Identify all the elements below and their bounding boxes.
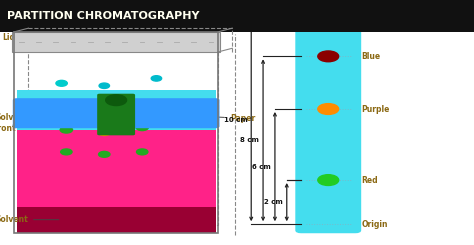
Bar <box>14 32 218 233</box>
Text: Solvent
front: Solvent front <box>361 8 392 21</box>
Bar <box>17 207 216 233</box>
FancyBboxPatch shape <box>13 98 219 128</box>
Circle shape <box>99 151 110 157</box>
Text: Origin: Origin <box>361 220 388 229</box>
Bar <box>17 90 216 130</box>
Circle shape <box>318 175 338 185</box>
Circle shape <box>137 149 148 155</box>
Circle shape <box>98 129 110 135</box>
Text: Solvent
front: Solvent front <box>0 113 28 133</box>
Circle shape <box>93 107 106 113</box>
Text: Paper: Paper <box>160 114 255 123</box>
Text: 10 cm: 10 cm <box>224 117 247 123</box>
Text: Blue: Blue <box>361 52 380 61</box>
Circle shape <box>56 80 67 86</box>
Circle shape <box>106 95 127 106</box>
FancyBboxPatch shape <box>97 94 135 135</box>
Circle shape <box>51 102 63 108</box>
Text: 8 cm: 8 cm <box>240 137 259 143</box>
Text: PARTITION CHROMATOGRAPHY: PARTITION CHROMATOGRAPHY <box>7 11 200 21</box>
Bar <box>0 0 474 32</box>
Bar <box>28 32 218 225</box>
Text: Solvent: Solvent <box>0 215 59 224</box>
FancyBboxPatch shape <box>295 7 361 233</box>
Text: 6 cm: 6 cm <box>252 164 271 170</box>
Text: 2 cm: 2 cm <box>264 199 283 205</box>
Circle shape <box>60 127 73 133</box>
Circle shape <box>318 51 338 62</box>
Circle shape <box>136 102 148 109</box>
Circle shape <box>151 76 162 81</box>
Circle shape <box>136 124 148 131</box>
Text: Purple: Purple <box>361 105 390 113</box>
Bar <box>12 32 220 52</box>
Text: Lid: Lid <box>2 33 59 42</box>
Text: Red: Red <box>361 176 378 184</box>
Bar <box>17 130 216 207</box>
Circle shape <box>318 104 338 114</box>
Circle shape <box>61 149 72 155</box>
Circle shape <box>99 83 109 88</box>
